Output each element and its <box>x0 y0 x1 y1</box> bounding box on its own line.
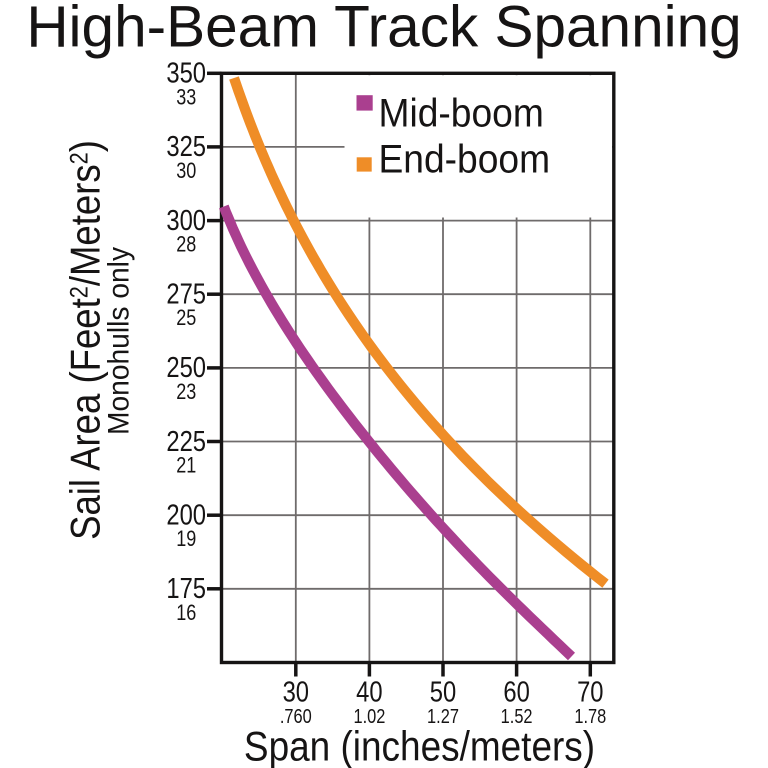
svg-text:Sail Area (Feet2/Meters2): Sail Area (Feet2/Meters2) <box>62 140 109 540</box>
svg-text:23: 23 <box>176 380 196 404</box>
svg-text:1.02: 1.02 <box>353 705 385 728</box>
svg-text:325: 325 <box>166 130 206 163</box>
svg-text:300: 300 <box>166 204 206 237</box>
svg-text:1.52: 1.52 <box>501 705 533 728</box>
svg-text:40: 40 <box>356 675 382 708</box>
svg-text:19: 19 <box>176 528 196 552</box>
svg-text:30: 30 <box>283 675 309 708</box>
svg-text:End-boom: End-boom <box>379 137 551 182</box>
svg-text:70: 70 <box>577 675 603 708</box>
svg-text:275: 275 <box>166 277 206 310</box>
svg-text:250: 250 <box>166 351 206 384</box>
svg-text:33: 33 <box>176 86 196 110</box>
svg-text:High-Beam Track Spanning: High-Beam Track Spanning <box>26 0 741 60</box>
svg-text:Span (inches/meters): Span (inches/meters) <box>244 723 595 768</box>
svg-text:350: 350 <box>166 56 206 89</box>
svg-text:28: 28 <box>176 233 196 257</box>
svg-text:175: 175 <box>166 572 206 605</box>
svg-text:1.27: 1.27 <box>427 705 459 728</box>
svg-text:50: 50 <box>430 675 456 708</box>
svg-text:60: 60 <box>503 675 529 708</box>
svg-text:200: 200 <box>166 498 206 531</box>
svg-text:30: 30 <box>176 159 196 183</box>
svg-text:Mid-boom: Mid-boom <box>379 91 544 136</box>
svg-text:1.78: 1.78 <box>574 705 606 728</box>
svg-text:.760: .760 <box>280 705 312 728</box>
svg-text:Monohulls only: Monohulls only <box>103 247 136 436</box>
svg-text:21: 21 <box>176 454 196 478</box>
svg-text:16: 16 <box>176 601 196 625</box>
svg-text:25: 25 <box>176 307 196 331</box>
svg-text:225: 225 <box>166 425 206 458</box>
